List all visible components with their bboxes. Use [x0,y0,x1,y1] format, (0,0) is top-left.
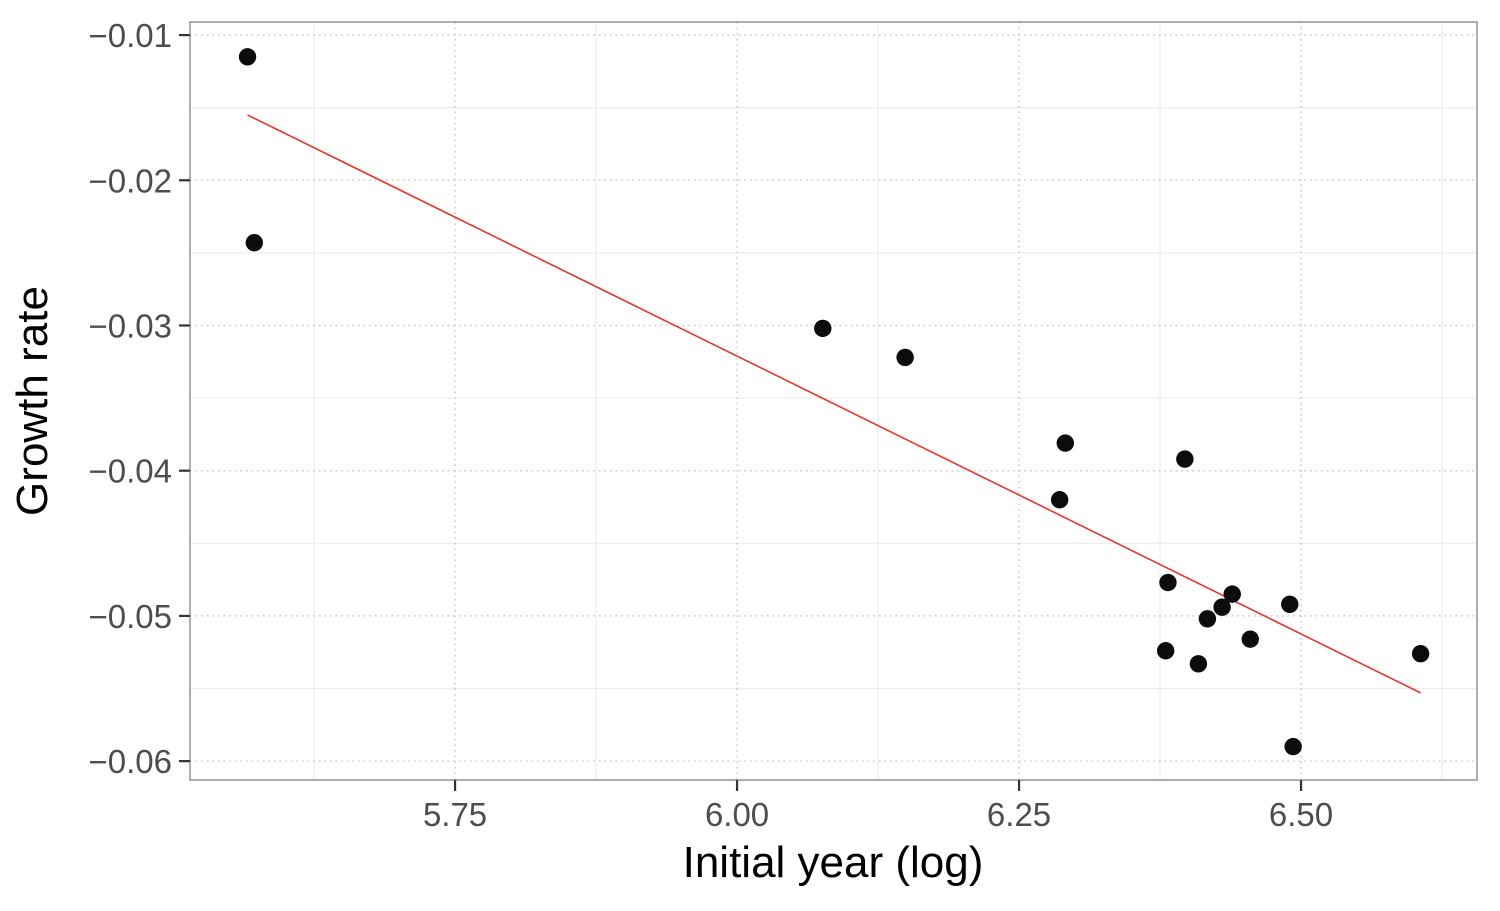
y-tick-label: −0.04 [89,453,173,490]
data-point [1223,585,1241,603]
data-point [1241,630,1259,648]
data-point [814,319,832,338]
data-point [1050,491,1069,509]
data-point [1284,737,1302,756]
x-tick-label: 6.50 [1269,796,1333,833]
major-gridlines-layer [190,22,1477,780]
data-point [238,48,257,66]
data-point [245,234,263,252]
minor-gridlines-layer [190,22,1477,780]
axes-layer: 5.75 6.00 6.25 6.50 −0.01 −0.02 −0.03 −0.04 −0.0… [89,17,1334,833]
y-axis-title: Growth rate [8,286,57,516]
y-tick-label: −0.06 [89,743,173,780]
data-point [1189,655,1208,673]
panel-border-layer [189,21,1478,781]
data-point [1156,642,1175,660]
x-tick-label: 6.25 [987,796,1051,833]
data-point [1411,644,1430,663]
data-series-layer [238,48,1430,756]
y-tick-label: −0.03 [89,307,173,344]
data-point [1056,434,1074,452]
x-tick-label: 5.75 [423,796,487,833]
data-point [896,348,914,367]
data-point [1213,598,1231,616]
trend-line [247,114,1421,694]
data-point [1281,595,1299,613]
data-point [1176,450,1194,468]
x-tick-label: 6.00 [705,796,769,833]
data-point [1198,610,1217,628]
y-tick-label: −0.02 [89,162,173,199]
y-tick-label: −0.05 [89,598,173,635]
data-point [1159,573,1177,592]
panel-border [189,21,1478,781]
x-axis-title: Initial year (log) [683,838,984,887]
y-tick-label: −0.01 [89,17,173,54]
